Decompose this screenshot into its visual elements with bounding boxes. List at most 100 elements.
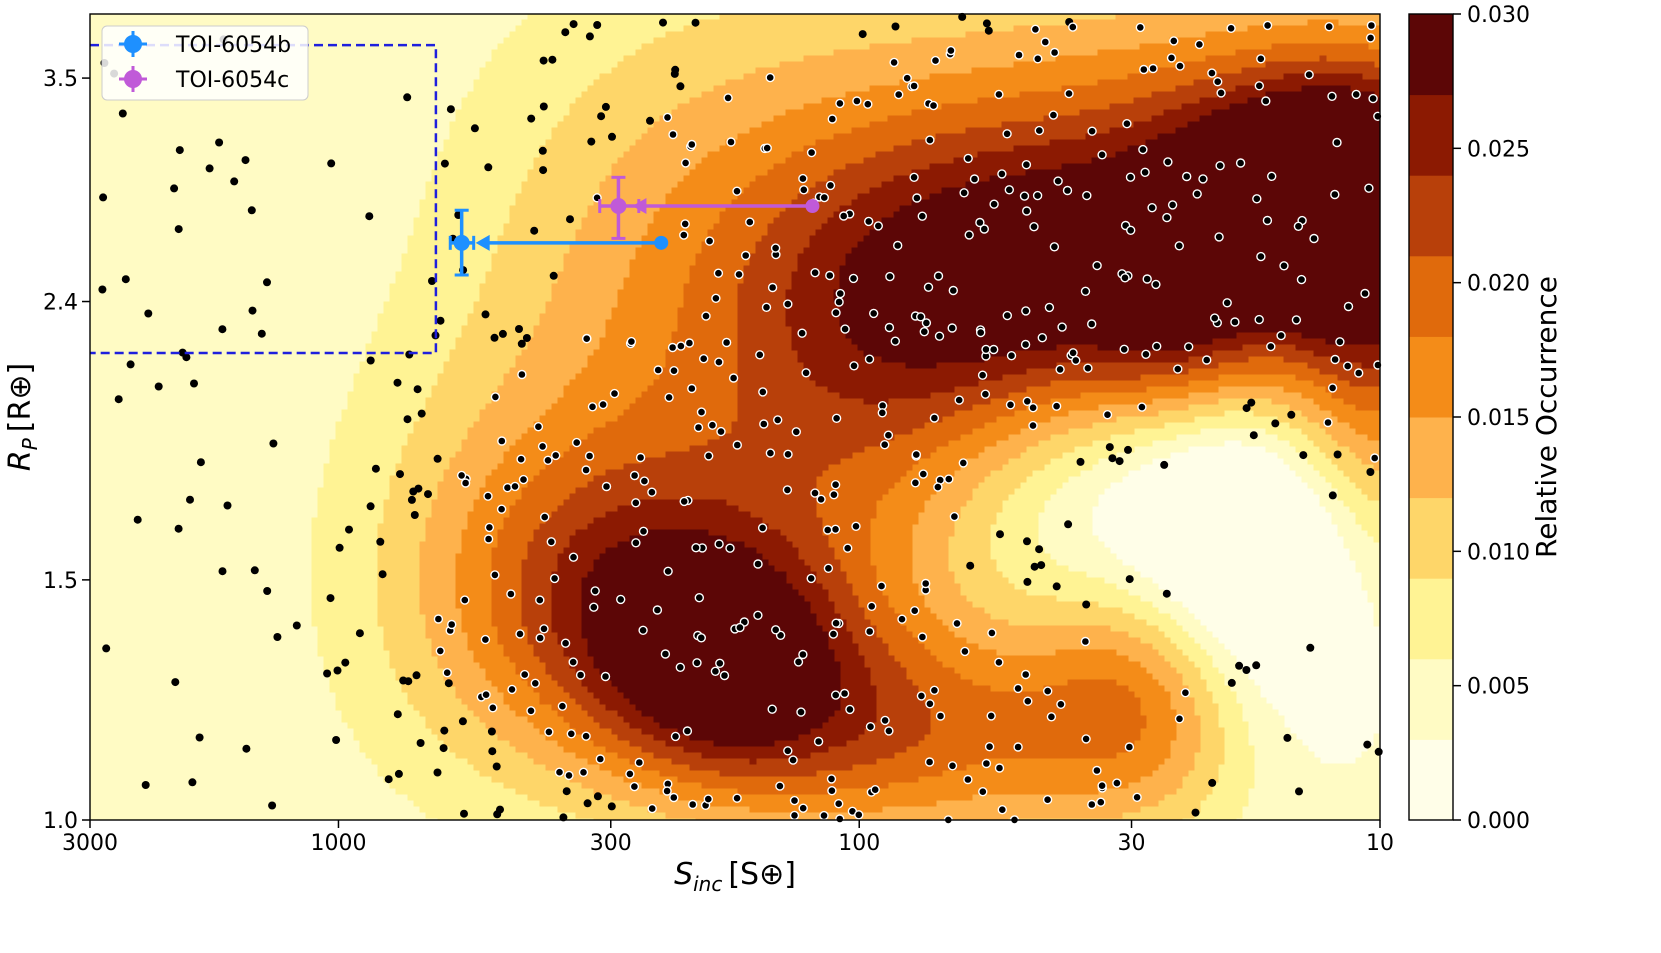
planet-point	[250, 566, 259, 575]
planet-point	[652, 605, 663, 615]
planet-point	[118, 109, 127, 118]
planet-point	[515, 325, 523, 333]
planet-point	[458, 717, 467, 726]
planet-point	[916, 312, 926, 322]
planet-point	[884, 726, 894, 736]
planet-point	[416, 739, 425, 747]
density-contours	[89, 13, 1381, 821]
planet-point	[626, 336, 637, 347]
planet-point	[819, 192, 829, 203]
planet-point	[215, 138, 224, 147]
planet-point	[1169, 36, 1179, 46]
planet-point	[1023, 577, 1032, 586]
planet-point	[490, 392, 501, 402]
planet-point	[174, 225, 183, 234]
planet-point	[582, 334, 592, 344]
planet-point	[424, 490, 432, 499]
planet-point	[732, 793, 742, 803]
y-axis-label-sub: P	[18, 437, 42, 450]
planet-point	[460, 809, 468, 818]
planet-point	[1327, 383, 1338, 393]
planet-point	[960, 646, 970, 657]
planet-point	[1020, 339, 1031, 350]
planet-point	[595, 754, 605, 764]
planet-point	[835, 288, 845, 299]
planet-point	[761, 302, 772, 312]
planet-point	[1006, 351, 1017, 361]
planet-point	[789, 810, 800, 821]
planet-point	[798, 803, 808, 813]
planet-point	[456, 470, 467, 481]
planet-point	[1191, 808, 1200, 817]
planet-point	[810, 268, 820, 278]
axes: 3000 1000 300 100 30 10 1.0 1.5 2.4 3.5	[43, 67, 1394, 856]
planet-point	[1087, 799, 1097, 810]
planet-point	[1262, 20, 1273, 31]
planet-point	[1124, 445, 1132, 454]
planet-point	[1323, 417, 1333, 428]
colorbar-tick-label: 0.015	[1467, 406, 1530, 431]
planet-point	[526, 706, 536, 716]
planet-point	[188, 778, 197, 787]
planet-point	[877, 408, 887, 418]
planet-point	[831, 413, 842, 423]
planet-point	[460, 595, 470, 605]
planet-point	[1055, 364, 1065, 375]
planet-point	[175, 146, 184, 155]
planet-point	[989, 199, 999, 209]
planet-point	[1002, 310, 1012, 321]
planet-point	[1266, 341, 1276, 352]
colorbar-label: Relative Occurrence	[1530, 276, 1563, 558]
planet-point	[714, 357, 724, 367]
planet-point	[1021, 206, 1032, 216]
planet-point	[608, 132, 616, 141]
planet-point	[1227, 678, 1236, 687]
planet-point	[890, 336, 900, 346]
planet-point	[480, 634, 491, 645]
toi-series-group	[448, 175, 820, 277]
planet-point	[728, 373, 739, 383]
planet-point	[589, 602, 599, 612]
planet-point	[1056, 699, 1066, 709]
planet-point	[1132, 792, 1142, 802]
planet-point	[126, 360, 135, 369]
planet-point	[894, 89, 904, 100]
planet-point	[688, 799, 698, 810]
planet-point	[801, 368, 811, 378]
planet-point	[488, 703, 498, 713]
planet-point	[1013, 742, 1023, 752]
planet-point	[268, 801, 277, 810]
planet-point	[102, 644, 111, 653]
planet-point	[997, 805, 1007, 815]
planet-point	[916, 691, 927, 701]
planet-point	[864, 216, 874, 227]
planet-point	[693, 422, 704, 433]
planet-point	[562, 787, 571, 796]
planet-point	[870, 785, 880, 795]
colorbar-tick-label: 0.025	[1467, 137, 1530, 162]
planet-point	[959, 188, 969, 198]
planet-point	[502, 483, 513, 493]
planet-point	[1151, 279, 1161, 290]
planet-point	[1021, 159, 1032, 170]
planet-point	[522, 334, 531, 342]
planet-point	[827, 786, 837, 796]
planet-point	[483, 534, 494, 544]
planet-point	[484, 522, 495, 533]
planet-point	[696, 633, 706, 643]
planet-point	[242, 744, 251, 753]
planet-point	[544, 727, 554, 737]
planet-point	[1023, 696, 1033, 706]
planet-point	[670, 731, 681, 742]
planet-point	[539, 166, 548, 175]
legend-label-toi-6054c: TOI-6054c	[175, 68, 289, 93]
planet-point	[481, 310, 490, 319]
planet-point	[1020, 669, 1031, 680]
planet-point	[490, 570, 500, 580]
planet-point	[333, 666, 342, 675]
planet-point	[366, 502, 375, 511]
planet-point	[638, 625, 648, 635]
planet-point	[813, 736, 824, 747]
colorbar-tick-label: 0.010	[1467, 540, 1530, 565]
planet-point	[980, 389, 991, 399]
